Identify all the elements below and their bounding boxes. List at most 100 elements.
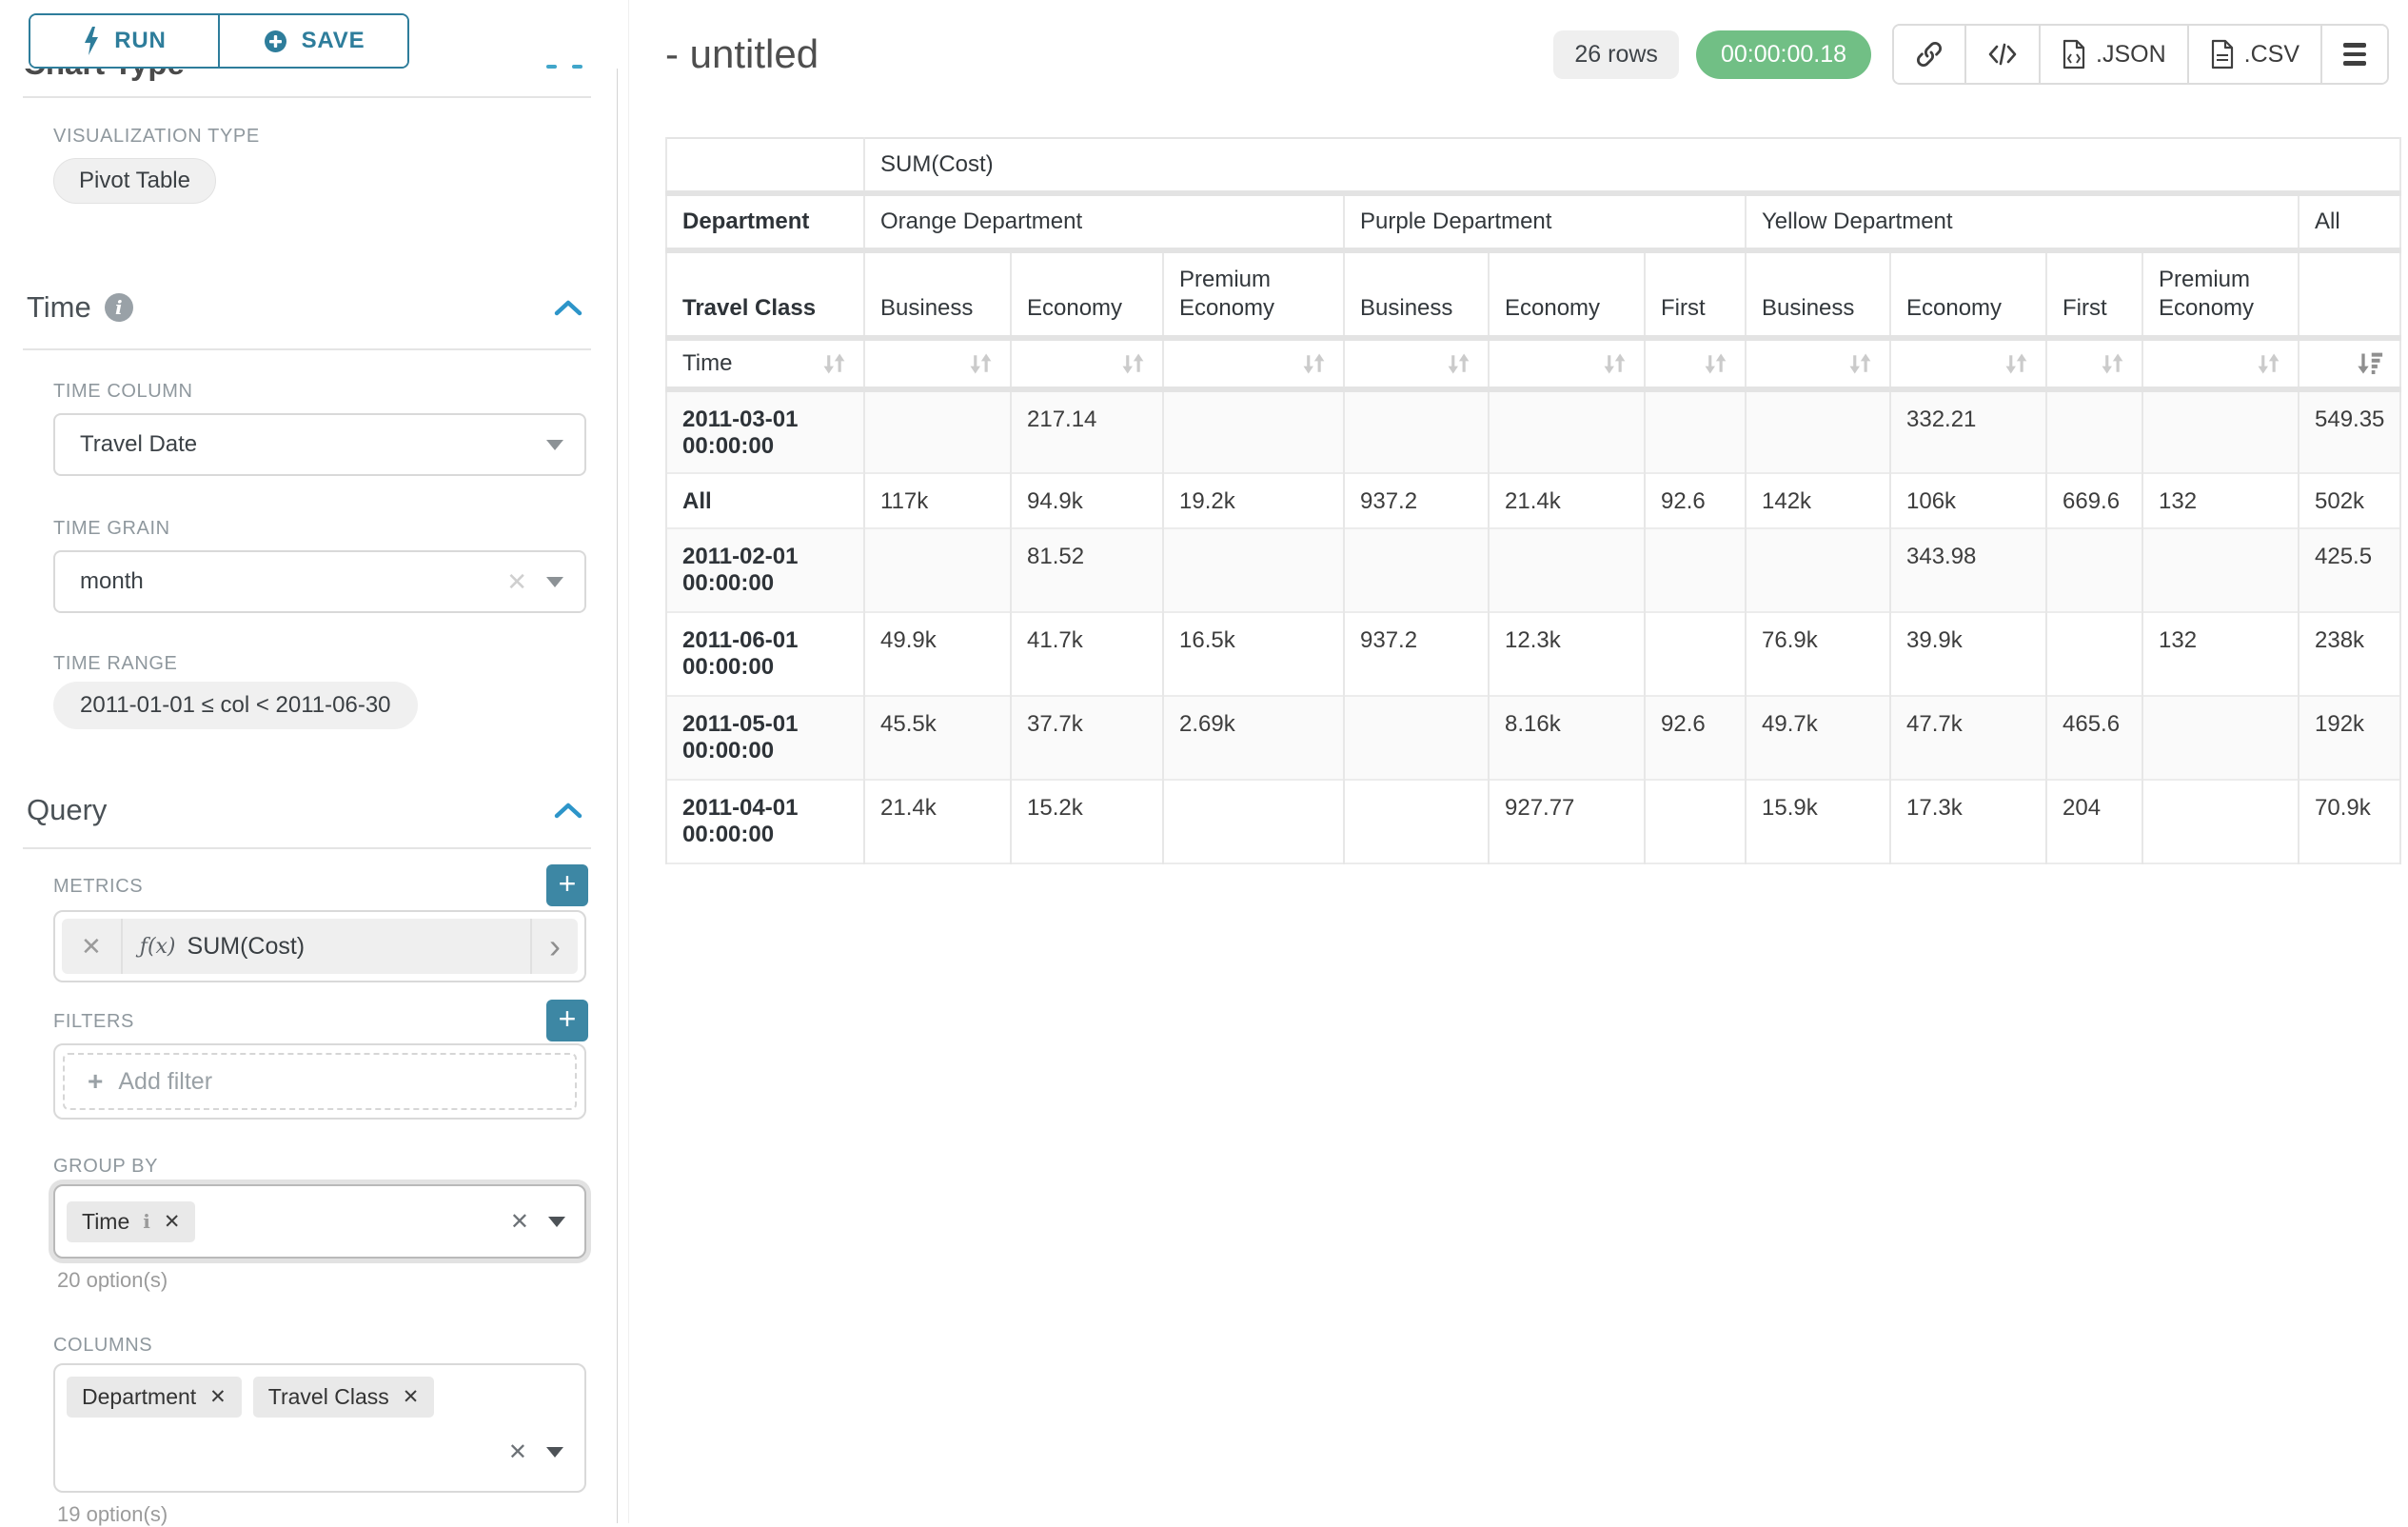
time-range-label: TIME RANGE (53, 653, 178, 674)
time-grain-value: month (80, 568, 144, 594)
sort-toggle-icon[interactable] (1299, 350, 1328, 377)
pivot-time-sort-cell: Time (665, 338, 865, 389)
pivot-cell (2045, 612, 2143, 696)
chart-title[interactable]: - untitled (665, 31, 819, 76)
columns-tags: Department ✕ Travel Class ✕ (67, 1377, 573, 1418)
export-json-button[interactable]: .JSON (2039, 26, 2187, 83)
collapse-section-icon[interactable] (554, 300, 582, 316)
pivot-sort-cell (863, 338, 1012, 389)
clear-all-icon[interactable]: ✕ (507, 1439, 527, 1465)
pivot-class-row: Travel Class Business Economy Premium Econo… (665, 250, 2402, 338)
sort-toggle-icon[interactable] (819, 350, 848, 377)
expand-metric-icon[interactable]: › (530, 919, 578, 974)
metric-pill[interactable]: ✕ ƒ(x) SUM(Cost) › (62, 919, 578, 974)
clear-all-icon[interactable]: ✕ (509, 1208, 529, 1235)
pivot-cell: 19.2k (1162, 473, 1345, 528)
export-csv-button[interactable]: .CSV (2186, 26, 2320, 83)
select-value-tag[interactable]: Department ✕ (67, 1377, 242, 1418)
pivot-sort-cell (1343, 338, 1490, 389)
remove-metric-icon[interactable]: ✕ (62, 919, 123, 974)
chevron-up-icon[interactable] (546, 65, 557, 69)
pivot-class-header: Economy (1010, 250, 1164, 338)
run-save-button-group: RUN SAVE (29, 13, 409, 69)
sort-toggle-icon[interactable] (1701, 350, 1729, 377)
caret-down-icon[interactable] (546, 1447, 563, 1458)
metrics-label: METRICS (53, 876, 144, 897)
pivot-cell (1644, 780, 1747, 863)
pivot-cell (2142, 528, 2299, 612)
pivot-cell (2142, 389, 2299, 473)
time-column-select[interactable]: Travel Date (53, 413, 586, 476)
pivot-table: SUM(Cost) Department Orange Department Purp… (665, 137, 2402, 864)
time-section-header: Time i (27, 290, 582, 325)
sort-toggle-icon[interactable] (966, 350, 995, 377)
pivot-class-label: Travel Class (665, 250, 865, 338)
group-by-tags: Time i ✕ (67, 1200, 196, 1242)
time-grain-select[interactable]: month ✕ (53, 550, 586, 613)
divider (23, 348, 591, 350)
remove-tag-icon[interactable]: ✕ (163, 1210, 181, 1233)
sort-toggle-icon[interactable] (2098, 350, 2126, 377)
query-section-title: Query (27, 793, 108, 826)
pivot-cell (863, 528, 1012, 612)
control-panel-sidebar: Chart Type RUN SAVE VISUALIZATION TYPE P… (0, 0, 618, 1526)
embed-code-button[interactable] (1964, 26, 2040, 83)
menu-button[interactable] (2320, 26, 2387, 83)
select-value-tag[interactable]: Time i ✕ (67, 1200, 196, 1242)
pivot-row-header: 2011-05-01 00:00:00 (665, 696, 865, 780)
visualization-type-value[interactable]: Pivot Table (53, 158, 216, 204)
sort-toggle-icon[interactable] (1118, 350, 1147, 377)
save-button[interactable]: SAVE (218, 15, 407, 67)
pivot-cell (1745, 389, 1891, 473)
share-link-button[interactable] (1894, 26, 1965, 83)
sort-toggle-icon[interactable] (1444, 350, 1472, 377)
add-filter-dropzone[interactable]: + Add filter (63, 1053, 577, 1110)
pivot-sort-cell (1488, 338, 1646, 389)
pivot-metric-row: SUM(Cost) (665, 138, 2402, 193)
remove-tag-icon[interactable]: ✕ (402, 1386, 420, 1408)
sort-toggle-icon[interactable] (2002, 350, 2030, 377)
collapse-section-icon[interactable] (554, 803, 582, 819)
explore-header: - untitled 26 rows 00:00:00.18 .JSO (665, 21, 2389, 88)
pivot-cell: 45.5k (863, 696, 1012, 780)
pivot-sort-cell (1889, 338, 2047, 389)
pivot-cell: 15.2k (1010, 780, 1164, 863)
pivot-cell (863, 389, 1012, 473)
add-metric-button[interactable]: + (546, 864, 588, 906)
divider (23, 96, 591, 98)
pivot-corner-cell (665, 138, 865, 193)
remove-tag-icon[interactable]: ✕ (209, 1386, 227, 1408)
add-filter-placeholder: Add filter (118, 1067, 213, 1095)
group-by-options-hint: 20 option(s) (57, 1268, 168, 1292)
chevron-up-icon[interactable] (572, 65, 582, 69)
sort-toggle-icon[interactable] (2254, 350, 2282, 377)
hamburger-icon (2343, 43, 2366, 66)
run-button[interactable]: RUN (30, 15, 218, 67)
pivot-data-row: 2011-02-01 00:00:00 81.52 343.98 425.5 (665, 528, 2402, 612)
pivot-head: SUM(Cost) Department Orange Department Purp… (665, 138, 2402, 389)
pivot-department-label: Department (665, 193, 865, 250)
pivot-cell: 16.5k (1162, 612, 1345, 696)
pivot-cell: 15.9k (1745, 780, 1891, 863)
row-count-badge: 26 rows (1553, 30, 1679, 79)
caret-down-icon[interactable] (548, 1216, 565, 1227)
pivot-row-header: All (665, 473, 865, 528)
time-range-value[interactable]: 2011-01-01 ≤ col < 2011-06-30 (53, 682, 418, 729)
time-column-value: Travel Date (80, 431, 198, 457)
columns-select[interactable]: Department ✕ Travel Class ✕ ✕ (53, 1363, 586, 1493)
sort-desc-icon[interactable] (2356, 350, 2384, 377)
pivot-cell: 39.9k (1889, 612, 2047, 696)
select-value-tag[interactable]: Travel Class ✕ (252, 1377, 435, 1418)
pivot-cell: 117k (863, 473, 1012, 528)
pivot-sort-cell (2045, 338, 2143, 389)
link-icon (1917, 42, 1943, 67)
clear-icon[interactable]: ✕ (506, 566, 527, 596)
pivot-cell: 549.35 (2297, 389, 2402, 473)
pivot-cell: 465.6 (2045, 696, 2143, 780)
pivot-cell: 21.4k (863, 780, 1012, 863)
sort-toggle-icon[interactable] (1600, 350, 1628, 377)
pivot-sort-cell (1745, 338, 1891, 389)
sort-toggle-icon[interactable] (1845, 350, 1874, 377)
add-filter-button[interactable]: + (546, 1000, 588, 1041)
group-by-select[interactable]: Time i ✕ ✕ (53, 1184, 586, 1259)
